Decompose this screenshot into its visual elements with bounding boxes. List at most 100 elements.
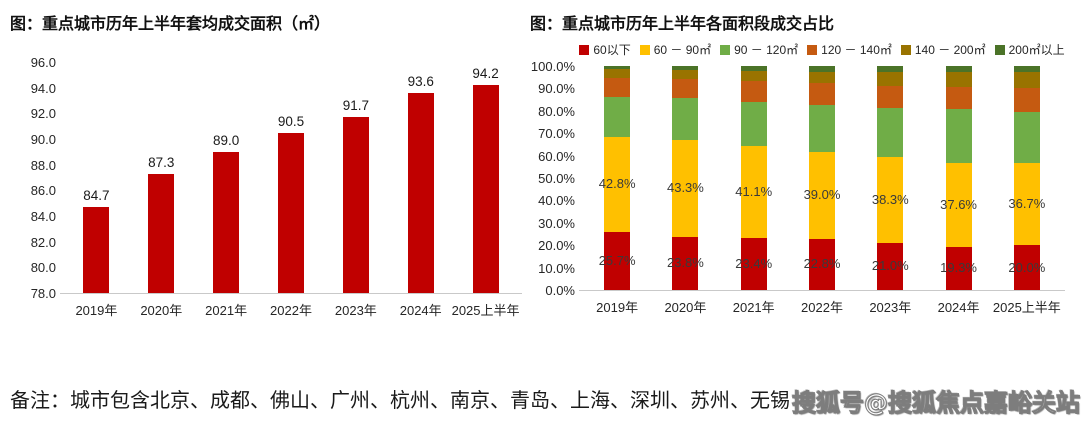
right-y-tick-label: 90.0% [538,81,575,97]
stacked-bar-segment [672,66,699,71]
right-y-tick-label: 30.0% [538,215,575,231]
segment-label: 42.8% [598,176,636,192]
stacked-bar-segment [672,78,699,99]
legend-label: 60 － 90㎡ [653,43,712,57]
stacked-bar-segment [1013,72,1040,88]
stacked-bar-segment [740,66,767,71]
segment-label: 43.3% [666,180,704,196]
x-tick-label: 2025上半年 [992,300,1061,315]
x-tick-label: 2025上半年 [451,303,520,318]
left-y-tick-label: 90.0 [30,132,56,147]
legend-item: 120 － 140㎡ [807,41,892,58]
segment-label: 21.0% [871,258,909,274]
stacked-bar-segment [604,66,631,70]
right-y-tick-label: 20.0% [538,238,575,254]
legend-label: 200㎡以上 [1008,43,1065,57]
stacked-bar-segment [740,145,767,238]
stacked-bar-segment [672,139,699,237]
bar-value-label: 90.5 [277,113,305,129]
right-y-tick-label: 50.0% [538,171,575,186]
segment-label: 22.8% [803,256,841,272]
bar [342,117,369,293]
stacked-bar-segment [809,83,835,105]
segment-label: 37.6% [940,196,977,212]
stacked-bar-segment [877,85,904,109]
stacked-bar-segment [877,242,904,290]
left-y-tick-label: 78.0 [30,286,56,301]
legend-label: 90 － 120㎡ [734,43,799,57]
bar [148,173,175,293]
left-y-tick-label: 82.0 [30,234,56,250]
left-y-tick-label: 96.0 [30,55,56,70]
stacked-bar-segment [945,86,972,110]
bar [278,132,304,293]
bar-value-label: 89.0 [213,132,240,148]
left-y-tick-label: 88.0 [30,157,56,173]
footnote: 备注：城市包含北京、成都、佛山、广州、杭州、南京、青岛、上海、深圳、苏州、无锡 [10,388,790,412]
legend-item: 200㎡以上 [994,41,1065,58]
left-y-tick-label: 80.0 [30,260,56,276]
legend-swatch [579,44,590,55]
left-chart-title: 图：重点城市历年上半年套均成交面积（㎡） [10,14,331,33]
legend-swatch [639,44,650,55]
left-y-tick-label: 84.0 [30,209,56,224]
legend-label: 140 － 200㎡ [914,43,986,57]
right-y-tick-label: 100.0% [530,59,575,74]
stacked-bar-segment [945,66,972,73]
right-y-tick-label: 10.0% [538,260,575,276]
stacked-bar-segment [809,104,835,152]
segment-label: 23.8% [666,255,704,271]
bar-value-label: 91.7 [342,98,369,114]
stacked-bar-segment [604,136,631,233]
x-tick-label: 2022年 [270,303,312,318]
legend-swatch [900,44,911,55]
x-tick-label: 2019年 [596,300,639,315]
stacked-bar-segment [809,238,835,290]
legend-item: 140 － 200㎡ [900,41,986,58]
segment-label: 25.7% [598,253,636,269]
stacked-bar-segment [672,236,699,290]
stacked-bar-segment [1013,111,1040,163]
bar-value-label: 84.7 [83,188,110,204]
stacked-bar-segment [604,96,631,137]
stacked-bar-segment [740,101,767,146]
x-tick-label: 2024年 [937,300,980,315]
bar [407,92,434,293]
segment-label: 19.3% [940,260,977,276]
watermark: 搜狐号@搜狐焦点嘉峪关站 [792,389,1081,418]
segment-label: 20.0% [1008,259,1046,275]
left-y-tick-label: 94.0 [30,80,56,96]
legend-label: 60以下 [593,43,631,57]
stacked-bar-segment [672,98,699,140]
stacked-bar-segment [740,70,767,81]
bar-value-label: 87.3 [148,154,175,170]
x-tick-label: 2023年 [334,303,377,318]
x-axis-line [579,290,1065,291]
right-y-tick-label: 60.0% [538,148,575,164]
x-tick-label: 2020年 [664,300,707,315]
segment-label: 36.7% [1008,196,1046,212]
segment-label: 39.0% [803,187,841,203]
stacked-bar-segment [809,71,835,84]
x-tick-label: 2022年 [801,300,843,315]
x-tick-label: 2020年 [140,303,183,318]
right-chart-legend: 60以下 60 － 90㎡ 90 － 120㎡ 120 － 140㎡ 140 － 200… [579,41,1065,58]
bar [472,85,499,293]
stacked-bar-segment [945,162,972,247]
stacked-bar-segment [945,246,972,290]
stacked-bar-segment [740,237,767,290]
stacked-bar-segment [809,151,835,239]
stacked-bar-segment [672,70,699,79]
bar [213,151,240,293]
bar-value-label: 93.6 [407,73,434,89]
right-y-tick-label: 0.0% [545,283,575,298]
stacked-bar-segment [877,108,904,158]
stacked-bar-segment [740,81,767,102]
stacked-bar-segment [1013,162,1040,246]
stacked-bar-segment [809,66,835,72]
legend-item: 60 － 90㎡ [639,41,712,58]
legend-label: 120 － 140㎡ [821,43,892,57]
stacked-bar-segment [1013,66,1040,73]
legend-item: 60以下 [579,41,631,58]
